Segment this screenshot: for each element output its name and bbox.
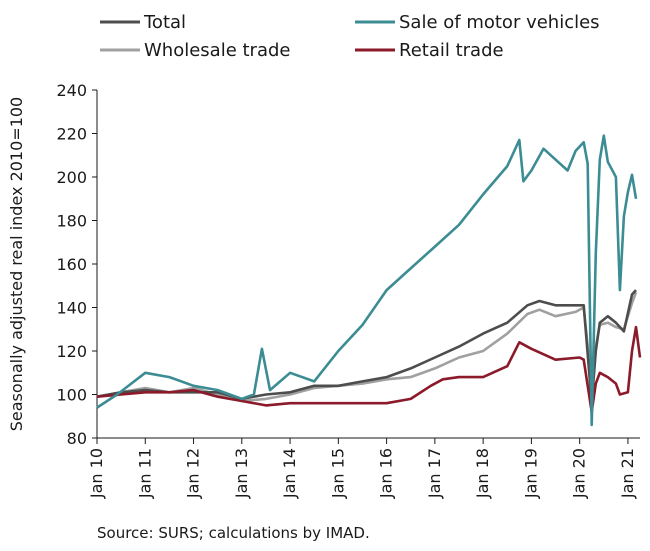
legend-label-sale-of-motor-vehicles: Sale of motor vehicles xyxy=(399,12,600,33)
y-tick-label: 240 xyxy=(56,81,87,100)
legend-label-total: Total xyxy=(143,12,186,33)
x-tick-label: Jan 14 xyxy=(280,448,299,499)
x-tick-label: Jan 19 xyxy=(521,448,540,499)
y-tick-label: 120 xyxy=(56,342,87,361)
series-line-sale-of-motor-vehicles xyxy=(96,134,638,427)
series-line-total xyxy=(96,289,637,405)
series-lines xyxy=(96,134,642,427)
y-tick-label: 180 xyxy=(56,212,87,231)
x-axis-ticks: Jan 10 Jan 11 Jan 12 Jan 13 Jan 14 Jan 15 Jan … xyxy=(87,438,637,499)
x-tick-label: Jan 13 xyxy=(232,448,251,499)
x-tick-label: Jan 12 xyxy=(184,448,203,499)
y-tick-label: 160 xyxy=(56,255,87,274)
legend-label-retail-trade: Retail trade xyxy=(399,40,504,61)
legend-label-wholesale-trade: Wholesale trade xyxy=(144,40,291,61)
source-note: Source: SURS; calculations by IMAD. xyxy=(97,524,370,542)
y-axis-title: Seasonally adjusted real index 2010=100 xyxy=(7,97,26,432)
series-line-retail-trade xyxy=(96,325,642,414)
y-axis-ticks: 80 100 120 140 160 180 200 220 240 xyxy=(56,81,97,448)
x-tick-label: Jan 17 xyxy=(425,448,444,499)
y-tick-label: 220 xyxy=(56,125,87,144)
y-tick-label: 100 xyxy=(56,386,87,405)
x-tick-label: Jan 18 xyxy=(473,448,492,499)
series-line-wholesale-trade xyxy=(96,291,638,403)
x-tick-label: Jan 11 xyxy=(135,448,154,499)
x-tick-label: Jan 15 xyxy=(328,448,347,499)
y-tick-label: 140 xyxy=(56,299,87,318)
x-tick-label: Jan 10 xyxy=(87,448,106,499)
x-tick-label: Jan 20 xyxy=(570,448,589,499)
x-tick-label: Jan 21 xyxy=(618,448,637,499)
legend: Total Sale of motor vehicles Wholesale tra… xyxy=(100,12,600,61)
x-tick-label: Jan 16 xyxy=(377,448,396,499)
y-tick-label: 200 xyxy=(56,168,87,187)
axes xyxy=(96,90,640,439)
y-tick-label: 80 xyxy=(67,429,87,448)
